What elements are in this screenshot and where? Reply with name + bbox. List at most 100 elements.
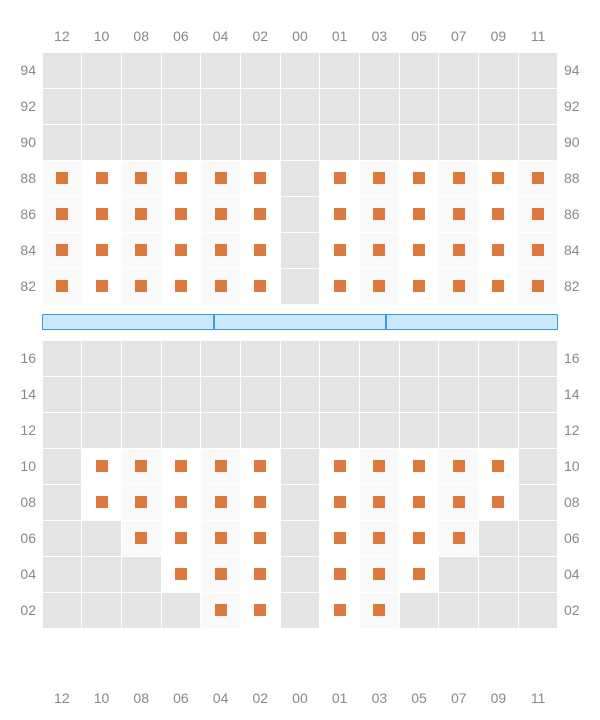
seat-cell[interactable]	[439, 521, 478, 556]
seat-cell[interactable]	[162, 449, 201, 484]
seat-cell[interactable]	[162, 557, 201, 592]
seat-cell[interactable]	[122, 233, 161, 268]
seat-cell[interactable]	[439, 161, 478, 196]
seat-cell[interactable]	[320, 197, 359, 232]
blocked-cell	[360, 53, 399, 88]
seat-cell[interactable]	[241, 269, 280, 304]
seat-cell[interactable]	[122, 161, 161, 196]
seat-cell[interactable]	[320, 449, 359, 484]
seat-cell[interactable]	[241, 521, 280, 556]
seat-cell[interactable]	[400, 557, 439, 592]
seat-cell[interactable]	[201, 197, 240, 232]
seat-cell[interactable]	[162, 485, 201, 520]
seat-cell[interactable]	[479, 485, 518, 520]
seat-cell[interactable]	[43, 197, 82, 232]
seat-cell[interactable]	[479, 449, 518, 484]
seat-cell[interactable]	[320, 161, 359, 196]
row-label-right: 82	[564, 278, 600, 294]
seat-cell[interactable]	[320, 233, 359, 268]
seat-cell[interactable]	[360, 521, 399, 556]
seat-cell[interactable]	[201, 557, 240, 592]
seat-cell[interactable]	[400, 449, 439, 484]
seat-cell[interactable]	[162, 233, 201, 268]
seat-cell[interactable]	[400, 485, 439, 520]
seat-cell[interactable]	[241, 161, 280, 196]
seat-cell[interactable]	[360, 593, 399, 628]
seat-cell[interactable]	[360, 197, 399, 232]
seat-cell[interactable]	[320, 485, 359, 520]
seat-cell[interactable]	[201, 593, 240, 628]
seat-icon	[492, 496, 504, 508]
blocked-cell	[122, 341, 161, 376]
blocked-cell	[519, 413, 558, 448]
seat-cell[interactable]	[320, 521, 359, 556]
seat-cell[interactable]	[439, 197, 478, 232]
seat-cell[interactable]	[439, 449, 478, 484]
seat-cell[interactable]	[400, 521, 439, 556]
seat-cell[interactable]	[82, 449, 121, 484]
seat-cell[interactable]	[439, 233, 478, 268]
seat-cell[interactable]	[201, 269, 240, 304]
seat-cell[interactable]	[122, 521, 161, 556]
seat-cell[interactable]	[439, 485, 478, 520]
column-label-bottom: 08	[121, 690, 161, 706]
seat-cell[interactable]	[122, 197, 161, 232]
seat-cell[interactable]	[241, 593, 280, 628]
seat-cell[interactable]	[241, 449, 280, 484]
seat-cell[interactable]	[201, 161, 240, 196]
seat-cell[interactable]	[360, 449, 399, 484]
blocked-cell	[122, 89, 161, 124]
seat-cell[interactable]	[320, 269, 359, 304]
seat-cell[interactable]	[241, 557, 280, 592]
seat-cell[interactable]	[162, 161, 201, 196]
blocked-cell	[360, 125, 399, 160]
seat-cell[interactable]	[122, 449, 161, 484]
seat-cell[interactable]	[400, 197, 439, 232]
seat-cell[interactable]	[439, 269, 478, 304]
seat-cell[interactable]	[360, 557, 399, 592]
seat-cell[interactable]	[201, 485, 240, 520]
seat-cell[interactable]	[360, 233, 399, 268]
seat-cell[interactable]	[519, 197, 558, 232]
seat-cell[interactable]	[479, 233, 518, 268]
seat-cell[interactable]	[241, 233, 280, 268]
seat-cell[interactable]	[400, 161, 439, 196]
blocked-cell	[439, 341, 478, 376]
seat-cell[interactable]	[201, 233, 240, 268]
blocked-cell	[439, 89, 478, 124]
seat-cell[interactable]	[201, 521, 240, 556]
seat-cell[interactable]	[162, 197, 201, 232]
seat-cell[interactable]	[82, 485, 121, 520]
seat-cell[interactable]	[519, 161, 558, 196]
seat-cell[interactable]	[400, 269, 439, 304]
seat-cell[interactable]	[122, 269, 161, 304]
seat-cell[interactable]	[479, 161, 518, 196]
seat-cell[interactable]	[43, 233, 82, 268]
seat-cell[interactable]	[201, 449, 240, 484]
seat-cell[interactable]	[162, 269, 201, 304]
blocked-cell	[439, 557, 478, 592]
seat-cell[interactable]	[82, 161, 121, 196]
seat-cell[interactable]	[122, 485, 161, 520]
seat-cell[interactable]	[320, 593, 359, 628]
seat-cell[interactable]	[360, 161, 399, 196]
seat-cell[interactable]	[43, 161, 82, 196]
seat-cell[interactable]	[360, 485, 399, 520]
seat-cell[interactable]	[241, 197, 280, 232]
seat-icon	[453, 172, 465, 184]
seat-cell[interactable]	[241, 485, 280, 520]
seat-cell[interactable]	[479, 197, 518, 232]
seat-cell[interactable]	[360, 269, 399, 304]
seat-cell[interactable]	[82, 233, 121, 268]
seat-cell[interactable]	[400, 233, 439, 268]
seat-cell[interactable]	[82, 197, 121, 232]
seat-cell[interactable]	[43, 269, 82, 304]
seat-cell[interactable]	[519, 269, 558, 304]
blocked-cell	[281, 197, 320, 232]
seat-cell[interactable]	[162, 521, 201, 556]
seat-cell[interactable]	[519, 233, 558, 268]
seat-cell[interactable]	[82, 269, 121, 304]
seat-cell[interactable]	[479, 269, 518, 304]
column-label-bottom: 11	[518, 690, 558, 706]
seat-cell[interactable]	[320, 557, 359, 592]
